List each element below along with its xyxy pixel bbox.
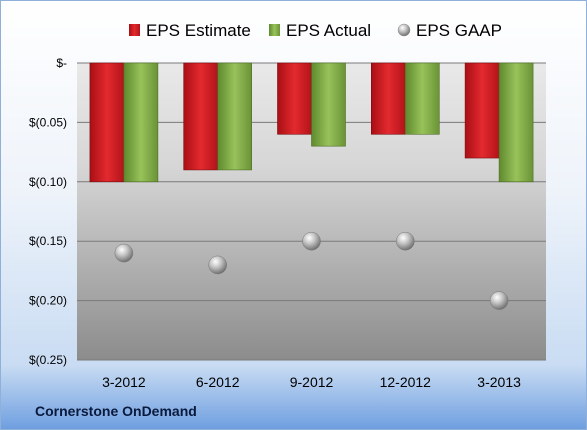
point-eps-gaap <box>302 231 321 251</box>
y-tick-label: $(0.25) <box>29 353 67 367</box>
gaap-points <box>114 231 509 310</box>
x-axis-ticks: 3-2012 6-2012 9-2012 12-2012 3-2013 <box>102 374 521 390</box>
x-tick-label: 6-2012 <box>196 374 240 390</box>
y-tick-label: $(0.20) <box>29 294 67 308</box>
bars <box>89 62 534 183</box>
x-tick-label: 3-2013 <box>477 374 521 390</box>
legend-label: EPS GAAP <box>416 21 502 40</box>
y-tick-label: $(0.05) <box>29 115 67 129</box>
bar-eps-actual <box>404 62 440 135</box>
legend-marker-eps-estimate <box>129 24 140 36</box>
company-name: Cornerstone OnDemand <box>35 403 197 419</box>
bar-eps-estimate <box>370 62 406 135</box>
legend-label: EPS Actual <box>286 21 371 40</box>
point-eps-gaap <box>489 291 509 310</box>
y-axis-ticks: $- $(0.05) $(0.10) $(0.15) $(0.20) $(0.25) <box>29 56 67 367</box>
bar-eps-actual <box>217 62 252 171</box>
x-tick-label: 3-2012 <box>102 374 146 390</box>
y-tick-label: $(0.15) <box>29 234 67 248</box>
bar-eps-estimate <box>89 62 125 183</box>
point-eps-gaap <box>208 255 227 275</box>
point-eps-gaap <box>396 231 415 251</box>
x-tick-label: 9-2012 <box>290 374 334 390</box>
y-tick-label: $(0.10) <box>29 175 67 189</box>
legend: EPS Estimate EPS Actual EPS GAAP <box>129 21 502 40</box>
legend-marker-eps-actual <box>269 24 280 36</box>
legend-marker-eps-gaap <box>397 23 411 37</box>
bar-eps-actual <box>123 62 159 183</box>
bar-eps-estimate <box>464 62 500 159</box>
bar-eps-actual <box>498 62 534 183</box>
x-tick-label: 12-2012 <box>380 374 432 390</box>
legend-label: EPS Estimate <box>146 21 251 40</box>
point-eps-gaap <box>114 243 134 263</box>
bar-eps-estimate <box>183 62 218 171</box>
bar-eps-estimate <box>277 62 312 135</box>
bar-eps-actual <box>311 62 346 147</box>
y-tick-label: $- <box>56 56 67 70</box>
